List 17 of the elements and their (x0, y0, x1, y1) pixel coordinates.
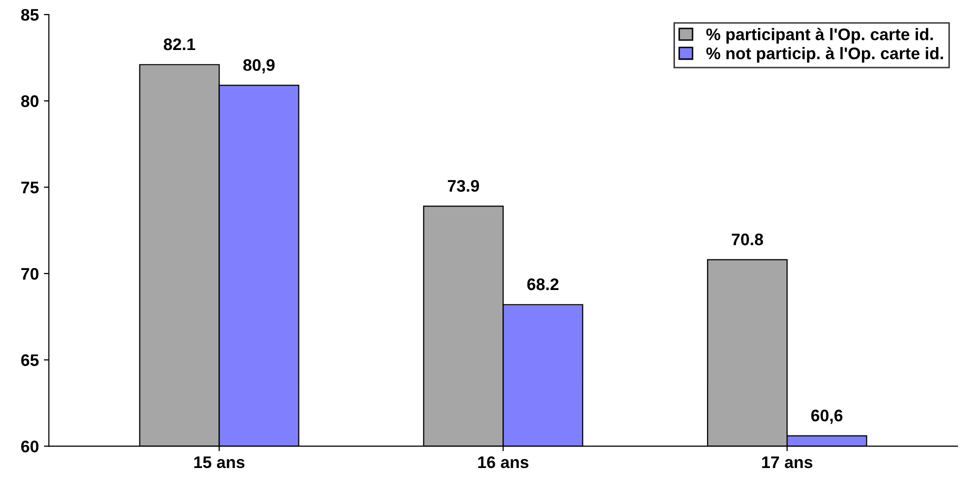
y-tick-label: 75 (21, 182, 39, 194)
data-label: 80,9 (243, 59, 275, 74)
legend-label: % participant à l'Op. carte id. (706, 28, 933, 44)
y-tick-label: 80 (21, 95, 38, 108)
data-label: 73.9 (448, 180, 480, 192)
y-tick-label: 70 (21, 268, 38, 280)
x-tick-label: 16 ans (478, 456, 528, 468)
data-label: 70.8 (732, 234, 764, 246)
y-tick-label: 65 (21, 354, 39, 366)
data-label: 82.1 (164, 38, 196, 50)
x-tick-label: 15 ans (194, 456, 244, 468)
x-tick-label: 17 ans (762, 456, 812, 468)
legend-label: % not particip. à l'Op. carte id. (706, 46, 943, 63)
y-tick-label: 60 (21, 440, 38, 452)
data-label: 60,6 (811, 410, 842, 424)
y-tick-label: 85 (21, 8, 39, 21)
data-label: 68.2 (527, 278, 558, 290)
